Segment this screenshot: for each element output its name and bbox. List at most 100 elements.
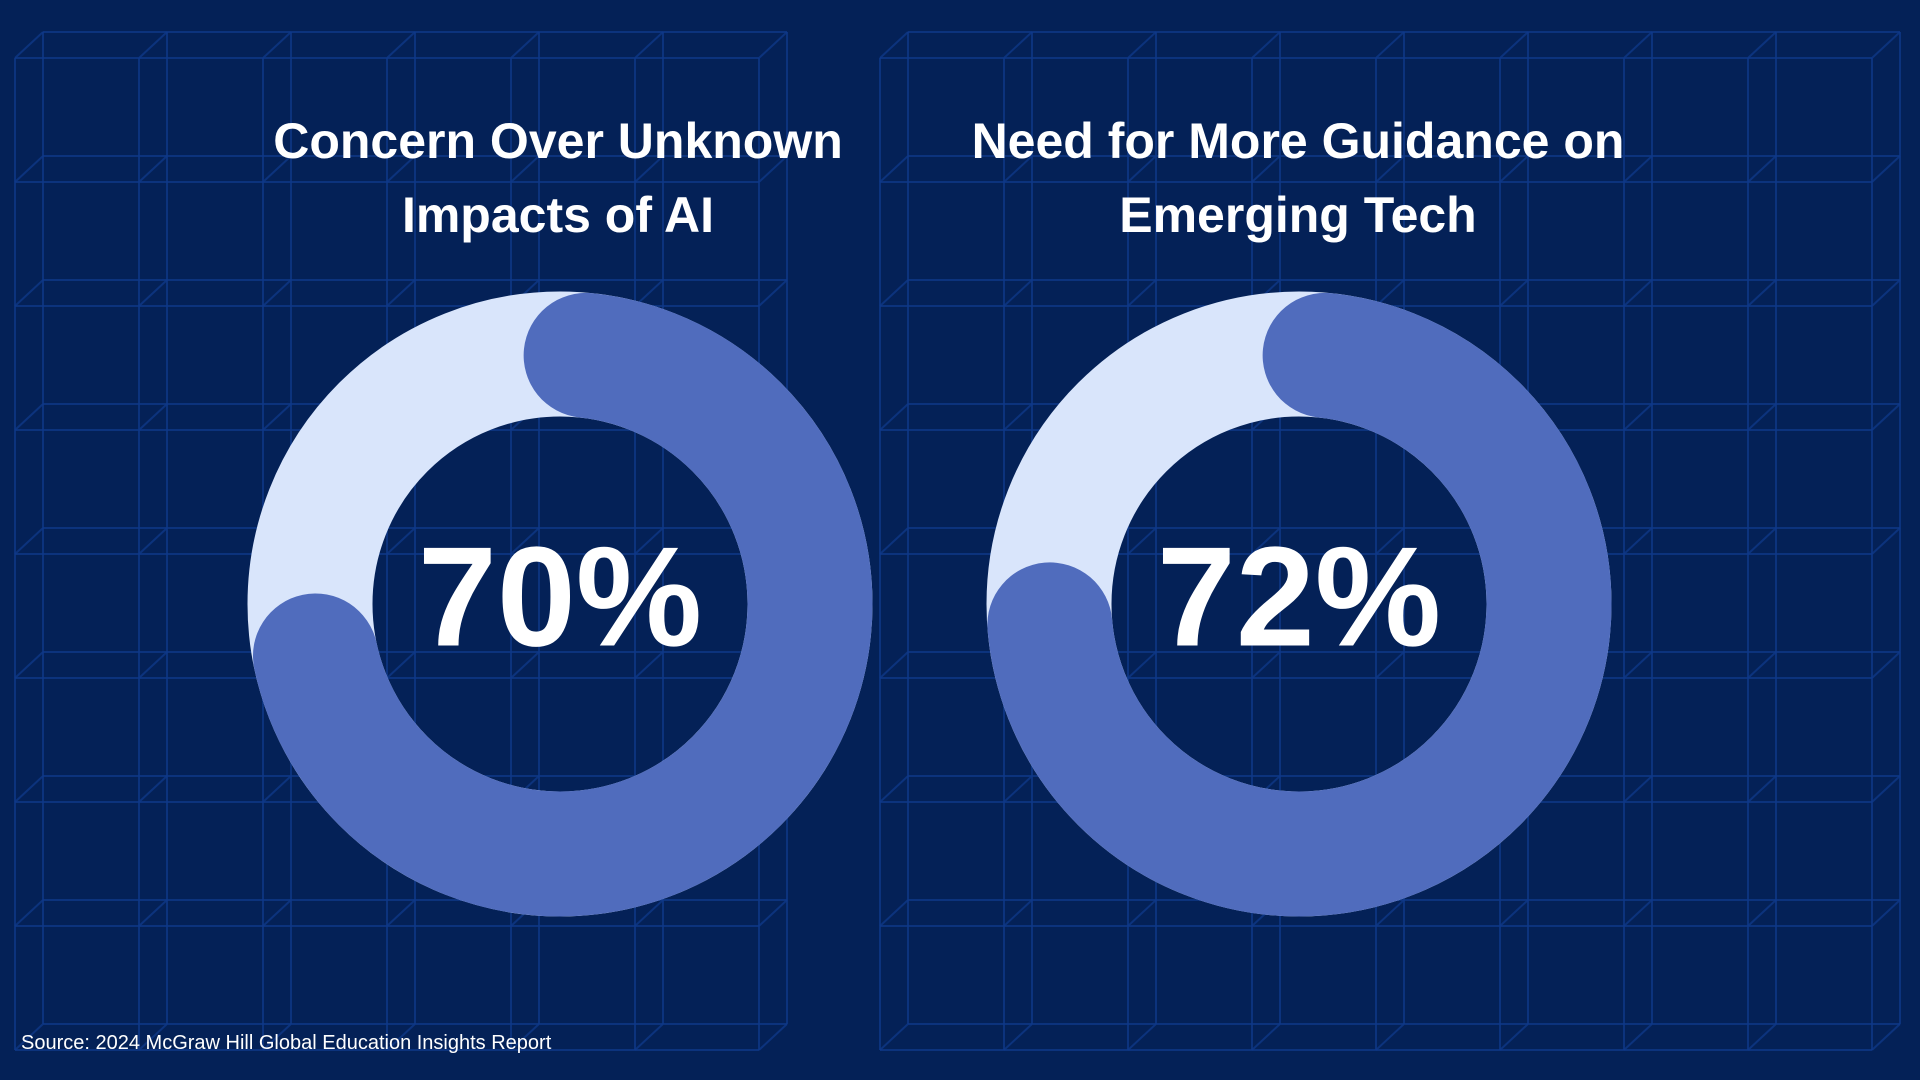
grid-line bbox=[758, 279, 788, 307]
grid-line bbox=[1623, 1023, 1653, 1051]
grid-line bbox=[758, 899, 788, 927]
grid-line bbox=[1127, 155, 1157, 183]
grid-line bbox=[1003, 31, 1033, 59]
grid-line bbox=[262, 1023, 292, 1051]
grid-line bbox=[758, 31, 788, 59]
grid-line bbox=[138, 31, 168, 59]
grid-line bbox=[634, 527, 664, 555]
grid-line bbox=[138, 403, 168, 431]
grid-line bbox=[1747, 651, 1777, 679]
grid-line bbox=[1003, 403, 1033, 431]
grid-line bbox=[879, 527, 909, 555]
grid-line bbox=[1375, 1023, 1405, 1051]
grid-line bbox=[262, 31, 292, 59]
grid-line bbox=[1127, 279, 1157, 307]
grid-line bbox=[1003, 775, 1033, 803]
grid-line bbox=[14, 775, 44, 803]
grid-line bbox=[1871, 775, 1901, 803]
grid-line bbox=[1871, 155, 1901, 183]
grid-line bbox=[386, 899, 416, 927]
grid-line bbox=[1871, 1023, 1901, 1051]
grid-line bbox=[1127, 31, 1157, 59]
grid-line bbox=[634, 31, 664, 59]
grid-line bbox=[14, 899, 44, 927]
grid-line bbox=[510, 1023, 540, 1051]
grid-line bbox=[138, 279, 168, 307]
grid-line bbox=[1127, 899, 1157, 927]
grid-line bbox=[14, 651, 44, 679]
grid-line bbox=[1623, 527, 1653, 555]
grid-line bbox=[634, 155, 664, 183]
grid-line bbox=[1499, 31, 1529, 59]
grid-line bbox=[1499, 155, 1529, 183]
grid-line bbox=[1251, 651, 1281, 679]
grid-line bbox=[386, 155, 416, 183]
grid-line bbox=[386, 279, 416, 307]
grid-line bbox=[138, 775, 168, 803]
grid-line bbox=[1623, 651, 1653, 679]
grid-line bbox=[1871, 279, 1901, 307]
grid-line bbox=[1747, 899, 1777, 927]
grid-line bbox=[262, 155, 292, 183]
grid-line bbox=[1127, 527, 1157, 555]
grid-line bbox=[1871, 527, 1901, 555]
chart-title-ai-concern: Concern Over Unknown Impacts of AI bbox=[273, 113, 843, 243]
grid-line bbox=[386, 651, 416, 679]
grid-line bbox=[138, 527, 168, 555]
grid-line bbox=[138, 899, 168, 927]
donut-chart-ai-concern: 70% bbox=[247, 291, 873, 917]
grid-line bbox=[1871, 403, 1901, 431]
grid-line bbox=[1375, 527, 1405, 555]
grid-line bbox=[879, 775, 909, 803]
source-caption: Source: 2024 McGraw Hill Global Educatio… bbox=[21, 1032, 552, 1054]
grid-line bbox=[1251, 155, 1281, 183]
grid-line bbox=[14, 155, 44, 183]
grid-line bbox=[1003, 899, 1033, 927]
grid-line bbox=[262, 899, 292, 927]
grid-line bbox=[1623, 279, 1653, 307]
grid-line bbox=[1747, 31, 1777, 59]
grid-line bbox=[1003, 1023, 1033, 1051]
grid-line bbox=[510, 31, 540, 59]
grid-line bbox=[1747, 403, 1777, 431]
grid-line bbox=[1623, 155, 1653, 183]
grid-line bbox=[386, 1023, 416, 1051]
grid-line bbox=[262, 403, 292, 431]
grid-line bbox=[1747, 155, 1777, 183]
grid-line bbox=[1375, 279, 1405, 307]
grid-line bbox=[262, 279, 292, 307]
grid-line bbox=[1747, 527, 1777, 555]
grid-line bbox=[1375, 155, 1405, 183]
grid-line bbox=[1499, 279, 1529, 307]
grid-line bbox=[879, 155, 909, 183]
grid-line bbox=[1623, 31, 1653, 59]
grid-line bbox=[634, 899, 664, 927]
grid-line bbox=[1871, 651, 1901, 679]
grid-line bbox=[1747, 1023, 1777, 1051]
grid-line bbox=[510, 527, 540, 555]
donut-value-label: 72% bbox=[1157, 518, 1441, 677]
grid-line bbox=[879, 651, 909, 679]
grid-line bbox=[1623, 775, 1653, 803]
grid-line bbox=[879, 1023, 909, 1051]
grid-line bbox=[1251, 1023, 1281, 1051]
grid-line bbox=[758, 155, 788, 183]
donut-value-label: 70% bbox=[418, 518, 702, 677]
grid-line bbox=[634, 279, 664, 307]
grid-line bbox=[879, 403, 909, 431]
grid-line bbox=[1499, 1023, 1529, 1051]
grid-line bbox=[1127, 1023, 1157, 1051]
grid-line bbox=[1747, 279, 1777, 307]
grid-line bbox=[138, 1023, 168, 1051]
grid-line bbox=[879, 31, 909, 59]
grid-line bbox=[634, 651, 664, 679]
donut-arc-value bbox=[252, 292, 873, 917]
grid-line bbox=[879, 899, 909, 927]
donut-arc-value bbox=[987, 292, 1612, 917]
grid-line bbox=[262, 775, 292, 803]
donut-chart-guidance-need: 72% bbox=[986, 291, 1612, 917]
grid-line bbox=[1251, 527, 1281, 555]
grid-line bbox=[14, 279, 44, 307]
grid-line bbox=[386, 31, 416, 59]
